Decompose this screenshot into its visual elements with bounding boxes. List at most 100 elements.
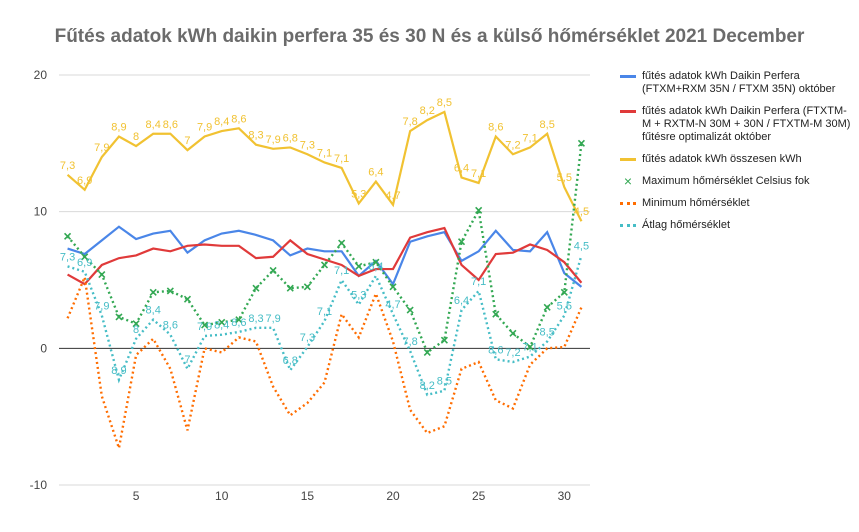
data-label-5: 7,9: [197, 321, 212, 333]
data-label-2: 7,2: [505, 139, 520, 151]
data-label-2: 6,9: [77, 175, 92, 187]
data-label-5: 8,5: [540, 327, 555, 339]
data-label-5: 8,4: [214, 320, 229, 332]
series-point-3: [440, 336, 448, 344]
legend-item-4: Minimum hőmérséklet: [620, 197, 855, 210]
data-label-5: 5,5: [557, 301, 572, 313]
data-label-2: 6,4: [454, 163, 469, 175]
data-label-2: 4,7: [385, 190, 400, 202]
data-label-2: 7: [184, 135, 190, 147]
chart-title: Fűtés adatok kWh daikin perfera 35 és 30…: [54, 26, 805, 47]
data-label-5: 7,2: [505, 347, 520, 359]
legend-item-5: Átlag hőmérséklet: [620, 219, 855, 232]
series-point-3: [98, 270, 106, 279]
series-point-3: [132, 320, 140, 328]
data-label-5: 8,6: [488, 344, 503, 356]
data-label-5: 6,9: [77, 257, 92, 269]
series-point-3: [320, 261, 329, 269]
data-label-2: 4,5: [574, 206, 589, 218]
series-point-3: [457, 238, 466, 246]
series-point-3: [183, 295, 192, 303]
data-label-5: 8,4: [146, 305, 161, 317]
x-tick-label: 10: [215, 489, 229, 503]
series-point-3: [372, 258, 380, 266]
series-point-3: [338, 239, 346, 247]
series-point-3: [509, 329, 517, 337]
data-label-5: 7,9: [265, 313, 280, 325]
y-tick-label: 20: [34, 68, 48, 82]
series-point-3: [269, 266, 277, 274]
x-tick-label: 20: [386, 489, 400, 503]
data-label-5: 7,1: [317, 306, 332, 318]
series-point-3: [303, 283, 311, 291]
series-line-0: [67, 225, 583, 288]
data-label-5: 8,3: [248, 313, 263, 325]
data-label-2: 8,5: [540, 119, 555, 131]
data-label-2: 7,1: [317, 147, 332, 159]
series-point-3: [166, 287, 174, 295]
series-point-3: [115, 313, 123, 321]
data-label-2: 8,3: [248, 130, 263, 142]
data-label-2: 8,4: [214, 116, 229, 128]
data-label-2: 8,4: [146, 119, 161, 131]
series-line-2: [66, 110, 583, 222]
series-line-4: [66, 272, 583, 449]
data-label-5: 8,6: [163, 320, 178, 332]
series-point-3: [252, 284, 260, 292]
data-label-2: 8,6: [231, 113, 246, 125]
data-label-5: 6,8: [283, 355, 298, 367]
legend-item-2: fűtés adatok kWh összesen kWh: [620, 153, 855, 166]
series-point-3: [543, 303, 551, 311]
series-line-5: [67, 255, 583, 397]
legend-item-3: × Maximum hőmérséklet Celsius fok: [620, 174, 855, 188]
legend-swatch: [620, 158, 636, 169]
data-label-2: 8,9: [111, 122, 126, 134]
data-label-2: 6,4: [368, 167, 383, 179]
x-tick-label: 30: [558, 489, 572, 503]
data-label-2: 6,8: [283, 132, 298, 144]
legend-label: fűtés adatok kWh Daikin Perfera (FTXTM-M…: [642, 105, 851, 143]
data-label-5: 7,8: [402, 336, 417, 348]
data-label-2: 7,9: [197, 122, 212, 134]
data-label-5: 8,2: [420, 380, 435, 392]
series-point-3: [492, 310, 500, 318]
series-point-3: [355, 262, 363, 270]
series-point-3: [577, 139, 586, 147]
data-label-2: 8,2: [420, 105, 435, 117]
series-point-3: [201, 321, 209, 329]
legend-swatch: [620, 75, 636, 86]
chart-legend: fűtés adatok kWh Daikin Perfera (FTXM+RX…: [620, 70, 855, 241]
x-tick-label: 15: [301, 489, 315, 503]
series-point-3: [286, 284, 294, 292]
data-label-5: 7,1: [522, 342, 537, 354]
y-tick-label: 0: [40, 341, 47, 355]
data-label-5: 6,4: [454, 295, 469, 307]
data-label-2: 8: [133, 131, 139, 143]
series-point-3: [475, 206, 483, 214]
y-tick-label: -10: [30, 478, 48, 492]
series-point-3: [81, 253, 89, 261]
legend-label: Maximum hőmérséklet Celsius fok: [642, 175, 810, 187]
series-point-3: [423, 348, 431, 356]
data-label-5: 8,5: [437, 376, 452, 388]
legend-label: fűtés adatok kWh Daikin Perfera (FTXM+RX…: [642, 70, 836, 95]
data-label-5: 7,3: [60, 251, 75, 263]
legend-item-1: fűtés adatok kWh Daikin Perfera (FTXTM-M…: [620, 105, 855, 144]
data-label-5: 5,3: [351, 290, 366, 302]
data-label-2: 8,5: [437, 97, 452, 109]
data-label-2: 8,6: [163, 119, 178, 131]
series-point-3: [526, 343, 534, 351]
series-point-3: [560, 288, 568, 296]
data-label-5: 7,3: [300, 332, 315, 344]
series-point-3: [218, 318, 226, 326]
series-point-3: [149, 288, 157, 296]
series-line-1: [67, 226, 583, 286]
data-label-5: 7,1: [471, 276, 486, 288]
data-label-2: 7,1: [334, 153, 349, 165]
data-label-2: 8,6: [488, 122, 503, 134]
data-label-2: 7,8: [402, 116, 417, 128]
data-label-2: 7,9: [265, 134, 280, 146]
data-label-2: 7,3: [300, 139, 315, 151]
x-tick-label: 25: [472, 489, 486, 503]
